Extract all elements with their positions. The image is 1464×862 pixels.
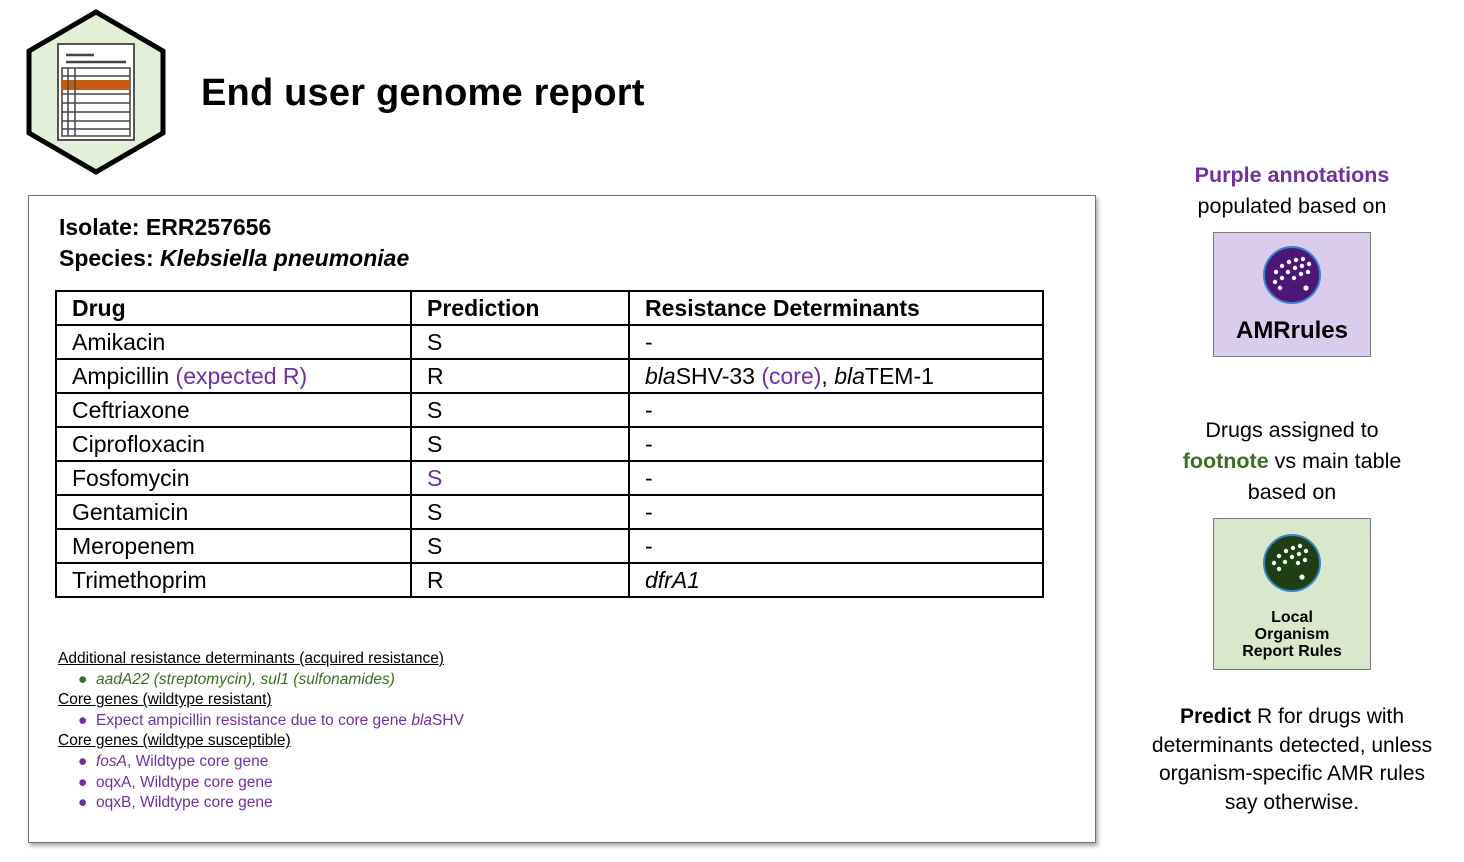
drugs-assigned-label: Drugs assigned to [1205,418,1379,442]
determinants-cell: - [628,324,1044,360]
table-row: Meropenem S - [55,528,1044,564]
gene-name: fosA [96,752,128,770]
list-item: ● oqxA, Wildtype core gene [58,773,464,794]
page-title: End user genome report [201,72,645,114]
predict-rule-caption: Predict R for drugs with determinants de… [1142,703,1442,817]
header-prediction: Prediction [410,290,630,326]
determinants-cell: - [628,426,1044,462]
table-row: Gentamicin S - [55,494,1044,530]
bullet-icon: ● [78,670,88,688]
drug-cell: Gentamicin [55,494,412,530]
local-label-line: Organism [1254,626,1330,643]
gene-prefix: bla [645,362,676,389]
determinants-cell: - [628,392,1044,428]
list-item: ● Expect ampicillin resistance due to cor… [58,711,464,732]
prediction-cell: S [410,494,630,530]
core-resistant-heading: Core genes (wildtype resistant) [58,691,272,709]
species-line: Species: Klebsiella pneumoniae [59,245,409,272]
report-card: Isolate: ERR257656 Species: Klebsiella p… [28,195,1096,843]
footnotes: Additional resistance determinants (acqu… [58,649,464,814]
list-item: ● aadA22 (streptomycin), sul1 (sulfonamid… [58,670,464,691]
prediction-cell: S [410,460,630,496]
gene-name: SHV [432,711,464,729]
table-row: Amikacin S - [55,324,1044,360]
drug-cell: Ampicillin (expected R) [55,358,412,394]
purple-annotations-label: Purple annotations [1194,163,1390,187]
gene-name: dfrA1 [645,566,700,593]
gene-note: , Wildtype core gene [127,752,269,770]
list-item: ● oqxB, Wildtype core gene [58,793,464,814]
prediction-cell: R [410,562,630,598]
report-document-icon [26,9,166,175]
core-annotation: (core) [761,362,822,389]
prediction-cell: S [410,528,630,564]
table-row: Trimethoprim R dfrA1 [55,562,1044,598]
vs-main-table-label: vs main table [1268,449,1402,473]
local-rules-logo-icon [1263,534,1321,592]
table-row: Fosfomycin S - [55,460,1044,496]
local-label-line: Report Rules [1242,643,1342,660]
footnote-word: footnote [1182,449,1269,473]
gene-name: oqxB [96,794,132,812]
footnote-caption: Drugs assigned to footnote vs main table… [1142,415,1442,508]
isolate-value: ERR257656 [145,214,272,240]
predict-rule-text: R for drugs with determinants detected, … [1151,705,1433,814]
prediction-cell: S [410,324,630,360]
table-row: Ceftriaxone S - [55,392,1044,428]
amrrules-box: AMRrules [1213,232,1371,357]
bullet-icon: ● [78,711,88,729]
drug-cell: Fosfomycin [55,460,412,496]
amrrules-label: AMRrules [1235,317,1349,344]
bullet-icon: ● [78,794,88,812]
table-header-row: Drug Prediction Resistance Determinants [55,290,1044,326]
gene-name: TEM-1 [864,362,934,389]
local-label-line: Local [1271,609,1313,626]
determinants-cell: - [628,494,1044,530]
determinants-cell: blaSHV-33 (core), blaTEM-1 [628,358,1044,394]
table-row: Ciprofloxacin S - [55,426,1044,462]
acquired-item: aadA22 (streptomycin), sul1 (sulfonamide… [96,670,395,688]
prediction-cell: S [410,426,630,462]
isolate-label: Isolate: [59,214,146,240]
local-organism-box: Local Organism Report Rules [1213,518,1371,670]
bullet-icon: ● [78,752,88,770]
amrrules-logo-icon [1263,246,1321,304]
gene-prefix: bla [411,711,433,729]
gene-prefix: bla [834,362,865,389]
drug-cell: Ceftriaxone [55,392,412,428]
header-drug: Drug [55,290,412,326]
species-value: Klebsiella pneumoniae [160,245,410,271]
drug-cell: Amikacin [55,324,412,360]
table-row: Ampicillin (expected R) R blaSHV-33 (cor… [55,358,1044,394]
gene-note: , Wildtype core gene [131,794,273,812]
determinants-cell: dfrA1 [628,562,1044,598]
prediction-cell: S [410,392,630,428]
header-determinants: Resistance Determinants [628,290,1044,326]
drug-cell: Meropenem [55,528,412,564]
determinants-cell: - [628,528,1044,564]
list-item: ● fosA, Wildtype core gene [58,752,464,773]
species-label: Species: [59,245,160,271]
isolate-line: Isolate: ERR257656 [59,214,271,241]
core-resistant-text: Expect ampicillin resistance due to core… [96,711,412,729]
predict-bold: Predict [1179,705,1252,728]
based-on-label: based on [1247,480,1337,504]
gene-name: SHV-33 [675,362,755,389]
local-organism-label: Local Organism Report Rules [1214,609,1370,660]
gene-note: , Wildtype core gene [131,773,273,791]
gene-separator: , [821,362,835,389]
results-table: Drug Prediction Resistance Determinants … [55,290,1044,598]
populated-based-on-label: populated based on [1197,194,1387,218]
bullet-icon: ● [78,773,88,791]
drug-name: Ampicillin [72,362,170,389]
prediction-cell: R [410,358,630,394]
drug-cell: Trimethoprim [55,562,412,598]
expected-r-annotation: (expected R) [175,362,308,389]
purple-annotations-caption: Purple annotations populated based on [1142,160,1442,222]
core-susceptible-heading: Core genes (wildtype susceptible) [58,732,291,750]
acquired-heading: Additional resistance determinants (acqu… [58,650,444,667]
determinants-cell: - [628,460,1044,496]
drug-cell: Ciprofloxacin [55,426,412,462]
gene-name: oqxA [96,773,132,791]
